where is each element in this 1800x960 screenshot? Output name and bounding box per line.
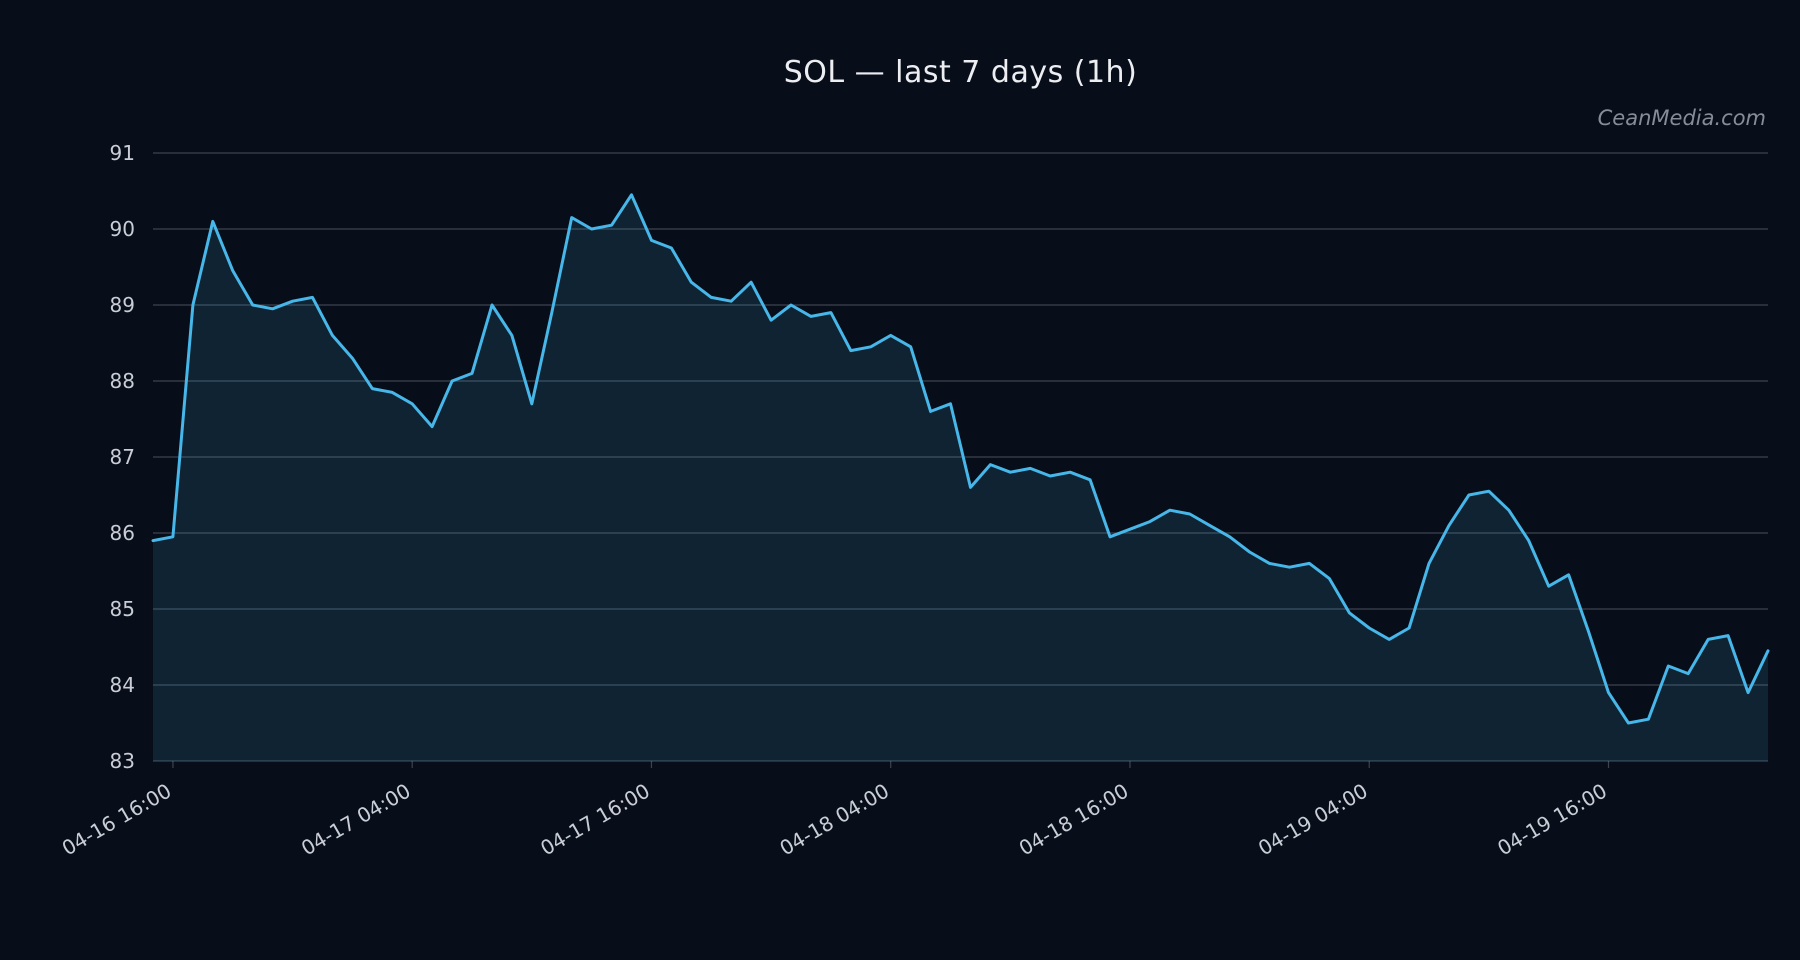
x-tick-label: 04-16 16:00	[58, 779, 176, 861]
series-line	[151, 193, 1770, 725]
x-tick-label: 04-18 04:00	[775, 779, 893, 861]
y-tick-label: 83	[110, 749, 135, 773]
y-tick-label: 88	[110, 369, 135, 393]
x-tick-label: 04-19 04:00	[1254, 779, 1372, 861]
watermark: CeanMedia.com	[1597, 106, 1766, 130]
y-tick-label: 87	[110, 445, 135, 469]
y-tick-label: 84	[110, 673, 135, 697]
y-tick-label: 89	[110, 293, 135, 317]
chart-title: SOL — last 7 days (1h)	[783, 55, 1138, 90]
y-tick-label: 86	[110, 521, 135, 545]
y-tick-label: 85	[110, 597, 135, 621]
x-tick-label: 04-17 16:00	[536, 779, 654, 861]
series-area	[153, 194, 1768, 762]
y-tick-label: 90	[110, 217, 135, 241]
x-tick-label: 04-18 16:00	[1015, 779, 1133, 861]
x-tick-label: 04-17 04:00	[297, 779, 415, 861]
x-tick-label: 04-19 16:00	[1493, 779, 1611, 861]
y-tick-label: 91	[110, 141, 135, 165]
